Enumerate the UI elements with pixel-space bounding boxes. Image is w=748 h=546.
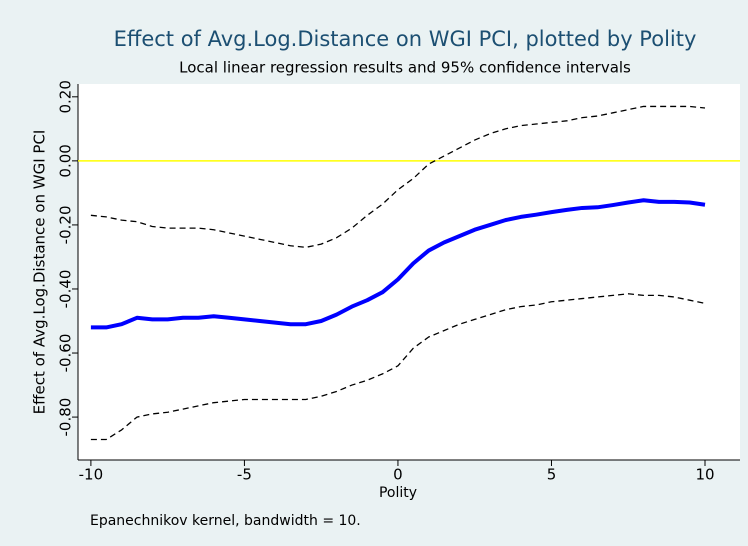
x-tick-label: 5 (547, 466, 557, 484)
chart-title: Effect of Avg.Log.Distance on WGI PCI, p… (114, 27, 697, 51)
series-line (90, 293, 706, 441)
y-axis-label: Effect of Avg.Log.Distance on WGI PCI (31, 130, 49, 415)
series-line (90, 198, 706, 330)
chart-subtitle: Local linear regression results and 95% … (179, 59, 631, 77)
x-tick-label: 0 (393, 466, 403, 484)
y-tick-label: 0.20 (57, 80, 75, 113)
x-axis-label: Polity (379, 485, 417, 501)
y-tick-label: -0.20 (57, 206, 75, 245)
y-tick-label: -0.60 (57, 334, 75, 373)
x-tick-label: 10 (695, 466, 714, 484)
x-tick-label: -10 (79, 466, 104, 484)
y-tick-label: 0.00 (57, 144, 75, 177)
y-tick-label: -0.40 (57, 270, 75, 309)
x-tick-label: -5 (237, 466, 252, 484)
y-tick-label: -0.80 (57, 398, 75, 437)
series-line (90, 105, 706, 248)
plot-area (78, 84, 740, 460)
note: Epanechnikov kernel, bandwidth = 10. (90, 513, 361, 529)
